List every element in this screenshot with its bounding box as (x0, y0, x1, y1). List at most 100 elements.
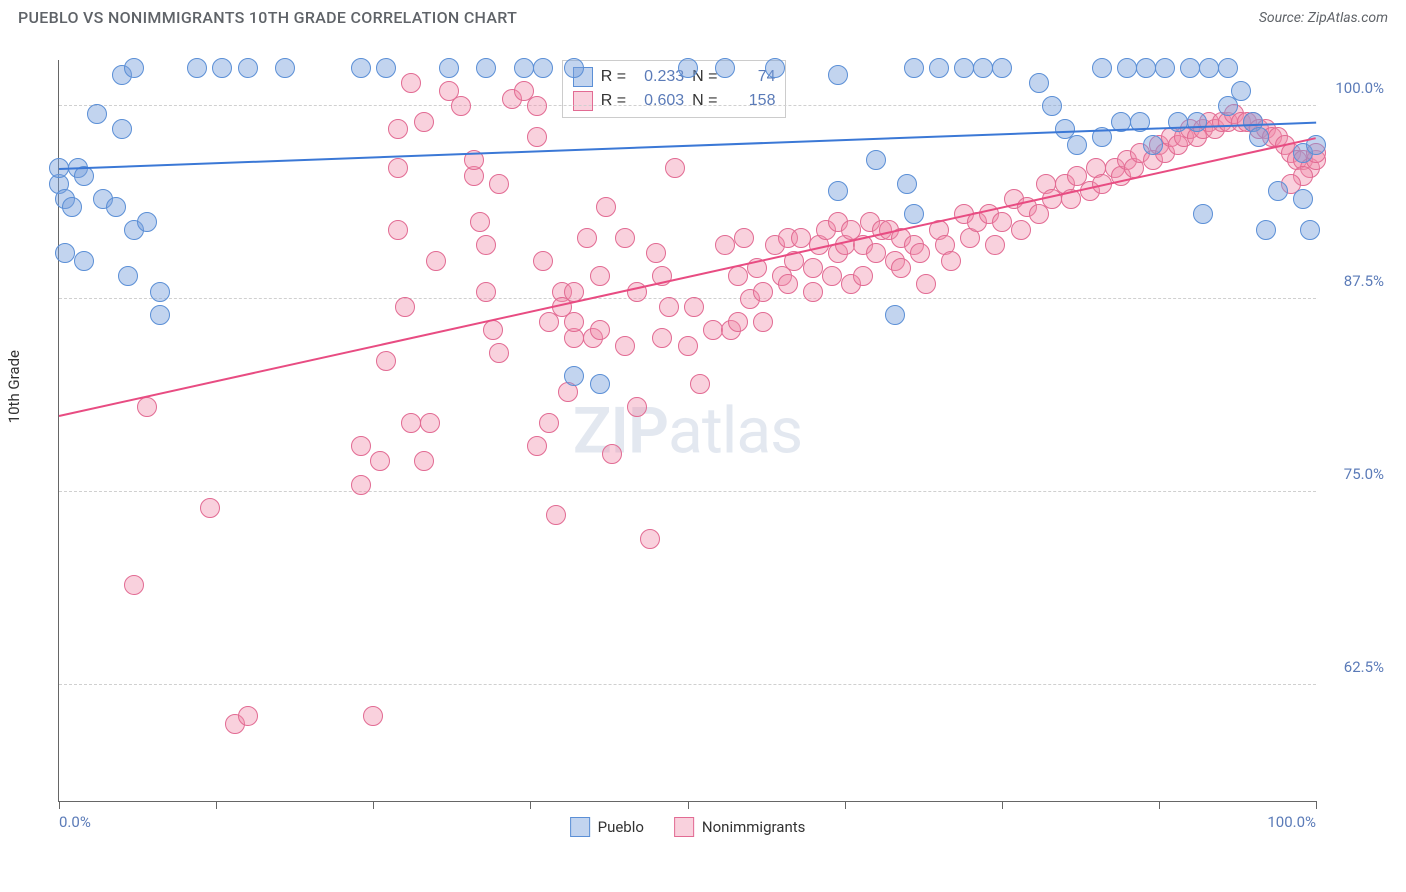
legend-item-series1: Pueblo (570, 817, 644, 837)
chart-title: PUEBLO VS NONIMMIGRANTS 10TH GRADE CORRE… (18, 8, 517, 27)
point-series1 (74, 251, 94, 271)
point-series1 (439, 58, 459, 78)
point-series2 (753, 312, 773, 332)
point-series2 (137, 397, 157, 417)
point-series2 (615, 228, 635, 248)
point-series2 (803, 282, 823, 302)
point-series2 (533, 251, 553, 271)
point-series1 (533, 58, 553, 78)
point-series2 (470, 212, 490, 232)
point-series1 (1199, 58, 1219, 78)
bottom-legend: Pueblo Nonimmigrants (570, 817, 806, 837)
point-series1 (1249, 127, 1269, 147)
trendline-series2 (59, 137, 1316, 417)
point-series2 (985, 235, 1005, 255)
point-series2 (395, 297, 415, 317)
point-series1 (62, 197, 82, 217)
point-series1 (1042, 96, 1062, 116)
point-series1 (1218, 58, 1238, 78)
plot-area: ZIPatlas R = 0.233 N = 74 R = 0.603 N = … (58, 60, 1316, 802)
point-series2 (238, 706, 258, 726)
point-series1 (1092, 58, 1112, 78)
stats-row-series1: R = 0.233 N = 74 (573, 65, 776, 89)
point-series2 (992, 212, 1012, 232)
point-series1 (1180, 58, 1200, 78)
point-series2 (1011, 220, 1031, 240)
point-series2 (489, 174, 509, 194)
point-series2 (527, 96, 547, 116)
point-series1 (715, 58, 735, 78)
point-series2 (483, 320, 503, 340)
point-series1 (106, 197, 126, 217)
point-series2 (803, 258, 823, 278)
point-series2 (678, 336, 698, 356)
stats-row-series2: R = 0.603 N = 158 (573, 89, 776, 113)
point-series1 (476, 58, 496, 78)
point-series1 (1187, 112, 1207, 132)
point-series1 (1067, 135, 1087, 155)
point-series2 (910, 243, 930, 263)
point-series2 (489, 343, 509, 363)
point-series2 (414, 451, 434, 471)
x-tick (688, 801, 689, 809)
point-series2 (420, 413, 440, 433)
point-series1 (87, 104, 107, 124)
point-series1 (897, 174, 917, 194)
point-series1 (187, 58, 207, 78)
point-series2 (715, 235, 735, 255)
point-series2 (659, 297, 679, 317)
point-series1 (992, 58, 1012, 78)
point-series2 (527, 436, 547, 456)
point-series2 (564, 312, 584, 332)
point-series2 (734, 228, 754, 248)
point-series1 (514, 58, 534, 78)
point-series2 (684, 297, 704, 317)
point-series2 (791, 228, 811, 248)
point-series2 (370, 451, 390, 471)
gridline (59, 491, 1316, 492)
point-series1 (866, 150, 886, 170)
x-tick (216, 801, 217, 809)
point-series2 (527, 127, 547, 147)
point-series2 (753, 282, 773, 302)
x-tick (1316, 801, 1317, 809)
point-series2 (351, 436, 371, 456)
point-series2 (665, 158, 685, 178)
point-series2 (627, 397, 647, 417)
point-series1 (1117, 58, 1137, 78)
point-series2 (866, 243, 886, 263)
point-series2 (822, 266, 842, 286)
y-axis-label: 10th Grade (5, 350, 23, 423)
point-series1 (112, 119, 132, 139)
point-series2 (476, 235, 496, 255)
y-tick-label: 75.0% (1324, 465, 1384, 483)
point-series1 (1155, 58, 1175, 78)
point-series1 (150, 282, 170, 302)
point-series2 (640, 529, 660, 549)
point-series1 (904, 204, 924, 224)
point-series2 (703, 320, 723, 340)
chart-source: Source: ZipAtlas.com (1259, 10, 1388, 26)
point-series2 (602, 444, 622, 464)
x-tick (373, 801, 374, 809)
point-series2 (401, 413, 421, 433)
point-series1 (1293, 189, 1313, 209)
point-series1 (765, 58, 785, 78)
point-series1 (564, 366, 584, 386)
point-series1 (954, 58, 974, 78)
x-tick-label: 100.0% (1267, 813, 1316, 831)
x-tick (1159, 801, 1160, 809)
chart-container: 10th Grade ZIPatlas R = 0.233 N = 74 R =… (18, 40, 1388, 862)
point-series1 (1193, 204, 1213, 224)
point-series2 (539, 413, 559, 433)
point-series1 (55, 243, 75, 263)
point-series2 (577, 228, 597, 248)
point-series1 (678, 58, 698, 78)
swatch-series2 (573, 91, 593, 111)
point-series1 (124, 58, 144, 78)
point-series1 (1136, 58, 1156, 78)
point-series2 (476, 282, 496, 302)
gridline (59, 105, 1316, 106)
point-series2 (124, 575, 144, 595)
legend-item-series2: Nonimmigrants (674, 817, 805, 837)
